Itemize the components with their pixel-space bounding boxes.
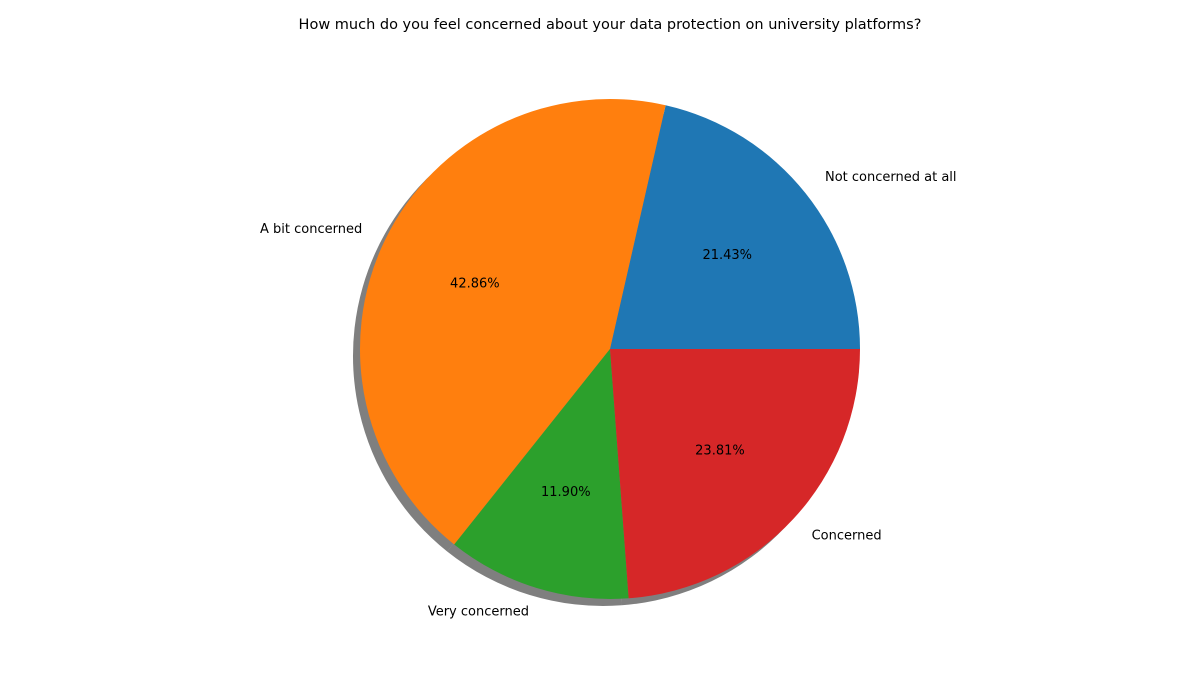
pie-labels: Not concerned at all 21.43% A bit concerne… — [260, 170, 957, 619]
pie-slice-a-bit-concerned — [359, 98, 666, 545]
pie-slices — [359, 98, 860, 599]
pie-slice-not-concerned-at-all — [610, 105, 860, 349]
slice-label-concerned: Concerned — [812, 529, 882, 544]
slice-value-not-concerned-at-all: 21.43% — [702, 248, 752, 263]
slice-label-a-bit-concerned: A bit concerned — [260, 222, 362, 237]
pie-slice-very-concerned — [454, 349, 629, 599]
slice-value-a-bit-concerned: 42.86% — [450, 276, 500, 291]
slice-label-very-concerned: Very concerned — [428, 604, 529, 619]
slice-label-not-concerned-at-all: Not concerned at all — [825, 170, 957, 185]
chart-title: How much do you feel concerned about you… — [299, 17, 922, 33]
slice-value-very-concerned: 11.90% — [541, 485, 591, 500]
pie-slice-concerned — [610, 349, 860, 599]
slice-value-concerned: 23.81% — [695, 444, 745, 459]
